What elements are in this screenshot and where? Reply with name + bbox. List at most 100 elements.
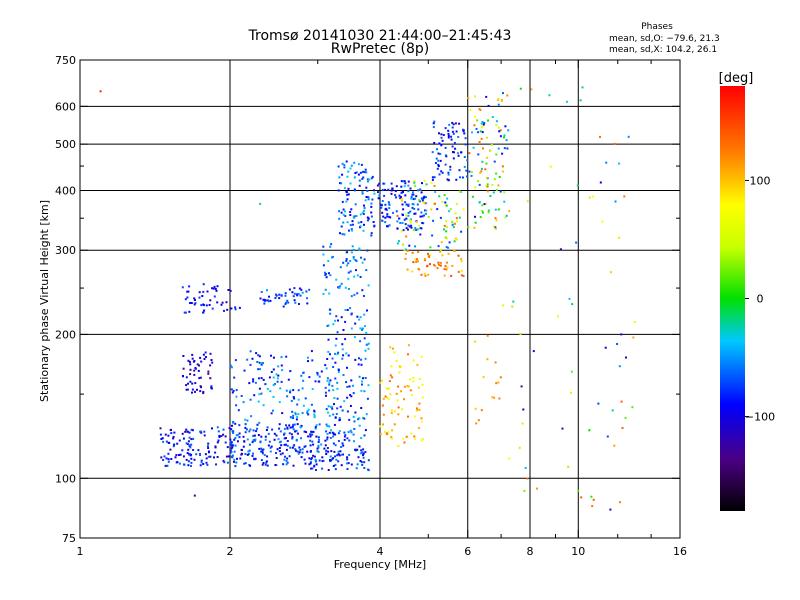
data-point: [308, 376, 311, 379]
data-point: [451, 130, 454, 133]
data-point: [333, 403, 335, 406]
data-point: [340, 182, 343, 185]
data-point: [395, 392, 398, 395]
data-point: [254, 438, 257, 441]
data-point: [363, 295, 365, 297]
data-point: [258, 361, 261, 364]
data-point: [381, 219, 384, 222]
data-point: [273, 383, 276, 385]
data-point: [371, 198, 374, 201]
data-point: [451, 121, 454, 124]
data-point: [342, 261, 345, 264]
data-point: [504, 216, 507, 219]
data-point: [277, 374, 280, 377]
data-point: [484, 168, 487, 171]
data-point: [317, 441, 320, 443]
data-point: [304, 397, 307, 400]
data-point: [508, 210, 511, 213]
data-point: [392, 211, 394, 214]
data-point: [334, 416, 337, 419]
data-point: [182, 367, 185, 370]
data-point: [421, 215, 424, 218]
data-point: [244, 423, 247, 426]
data-point: [494, 208, 497, 211]
data-point: [337, 460, 340, 463]
data-point: [266, 289, 268, 292]
data-point: [290, 399, 293, 402]
data-point: [337, 440, 340, 442]
data-point: [494, 227, 497, 230]
data-point: [363, 204, 365, 207]
data-point: [229, 449, 232, 452]
data-point: [163, 455, 166, 458]
data-points: [99, 86, 636, 511]
data-point: [579, 99, 582, 102]
data-point: [480, 137, 483, 140]
data-point: [284, 303, 287, 305]
data-point: [419, 233, 422, 236]
data-point: [254, 381, 257, 384]
x-axis-label: Frequency [MHz]: [334, 558, 426, 571]
data-point: [327, 411, 330, 414]
data-point: [199, 430, 202, 433]
data-point: [316, 372, 319, 375]
data-point: [272, 409, 274, 412]
data-point: [433, 120, 436, 123]
data-point: [332, 433, 335, 436]
data-point: [349, 270, 352, 273]
data-point: [486, 190, 489, 193]
data-point: [189, 444, 192, 447]
data-point: [318, 380, 321, 383]
data-point: [225, 455, 228, 458]
data-point: [222, 459, 225, 462]
data-point: [402, 243, 404, 246]
data-point: [390, 436, 393, 439]
data-point: [447, 134, 450, 137]
data-point: [279, 387, 282, 390]
data-point: [372, 221, 375, 223]
data-point: [190, 302, 193, 304]
data-point: [193, 494, 196, 497]
data-point: [440, 170, 443, 173]
data-point: [209, 455, 212, 458]
data-point: [190, 453, 193, 456]
data-point: [360, 437, 363, 439]
data-point: [404, 257, 407, 260]
data-point: [434, 191, 437, 193]
data-point: [441, 171, 444, 174]
data-point: [401, 203, 404, 206]
data-point: [390, 365, 393, 368]
data-point: [413, 207, 416, 210]
data-point: [289, 391, 292, 394]
data-point: [363, 223, 365, 226]
data-point: [366, 397, 369, 400]
data-point: [268, 295, 270, 298]
data-point: [320, 443, 323, 446]
data-point: [360, 221, 363, 224]
data-point: [283, 433, 285, 436]
data-point: [324, 288, 327, 291]
data-point: [190, 465, 192, 467]
data-point: [444, 265, 447, 268]
data-point: [412, 203, 415, 206]
data-point: [380, 203, 383, 206]
data-point: [412, 193, 415, 196]
data-point: [357, 221, 360, 224]
data-point: [327, 450, 330, 453]
data-point: [519, 87, 522, 90]
colorbar-label: [deg]: [719, 71, 754, 86]
data-point: [307, 360, 309, 363]
data-point: [479, 130, 482, 133]
data-point: [263, 302, 266, 305]
data-point: [309, 460, 312, 463]
data-point: [402, 229, 405, 232]
data-point: [338, 430, 341, 433]
data-point: [267, 444, 270, 447]
data-point: [328, 431, 331, 434]
data-point: [187, 460, 190, 463]
data-point: [287, 378, 290, 381]
data-point: [275, 457, 278, 459]
data-point: [451, 151, 454, 153]
data-point: [409, 219, 411, 222]
data-point: [460, 151, 462, 154]
